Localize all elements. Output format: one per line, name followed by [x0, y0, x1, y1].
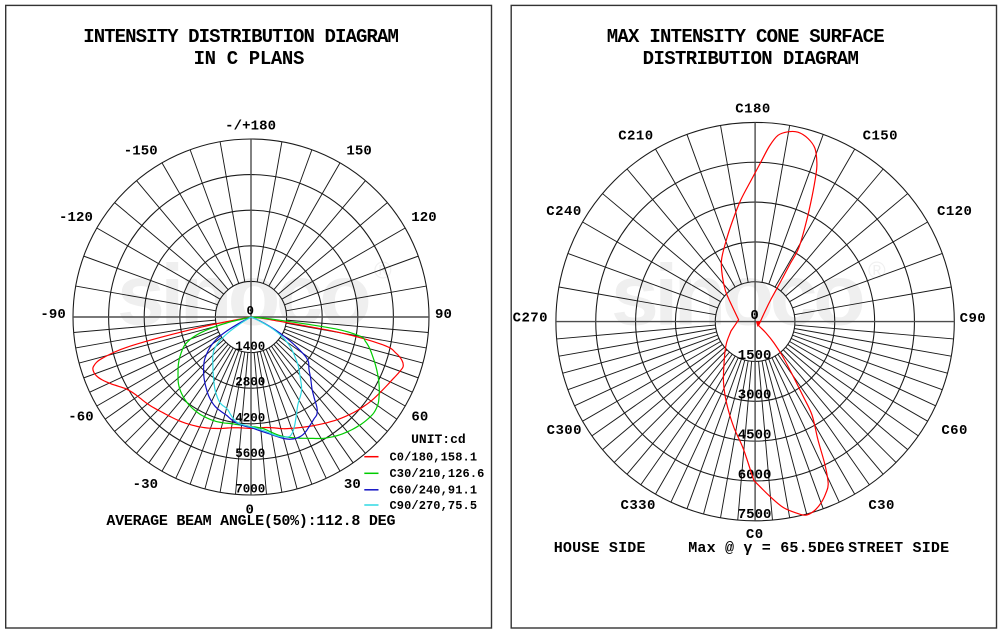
svg-text:STREET SIDE: STREET SIDE: [848, 540, 949, 557]
svg-text:4200: 4200: [235, 411, 265, 425]
svg-text:C0/180,158.1: C0/180,158.1: [390, 451, 478, 465]
svg-text:sinoco: sinoco: [117, 248, 369, 344]
svg-text:30: 30: [344, 477, 361, 493]
svg-text:C90/270,75.5: C90/270,75.5: [390, 499, 478, 513]
svg-text:3000: 3000: [738, 388, 772, 404]
svg-text:5600: 5600: [235, 447, 265, 461]
svg-text:7000: 7000: [235, 483, 265, 497]
svg-text:-150: -150: [124, 144, 158, 160]
svg-text:-90: -90: [40, 307, 66, 323]
svg-text:INTENSITY DISTRIBUTION DIAGRAM: INTENSITY DISTRIBUTION DIAGRAM: [83, 26, 398, 48]
svg-text:C240: C240: [546, 204, 581, 220]
svg-text:C120: C120: [937, 204, 972, 220]
svg-text:0: 0: [245, 502, 254, 518]
svg-text:IN C PLANS: IN C PLANS: [194, 48, 304, 70]
svg-text:7500: 7500: [738, 507, 772, 523]
svg-text:UNIT:cd: UNIT:cd: [411, 432, 466, 447]
svg-text:C60: C60: [941, 423, 968, 439]
svg-text:C210: C210: [618, 129, 653, 145]
svg-text:C30/210,126.6: C30/210,126.6: [390, 467, 485, 481]
svg-text:-120: -120: [59, 210, 93, 226]
svg-text:-/+180: -/+180: [225, 119, 276, 135]
svg-text:Max @ γ = 65.5DEG: Max @ γ = 65.5DEG: [688, 540, 844, 557]
svg-text:0: 0: [750, 308, 758, 324]
svg-text:150: 150: [346, 144, 372, 160]
svg-text:6000: 6000: [738, 467, 772, 483]
svg-text:-60: -60: [68, 410, 94, 426]
svg-text:®: ®: [868, 258, 886, 285]
svg-text:0: 0: [247, 305, 255, 319]
svg-text:4500: 4500: [738, 428, 772, 444]
svg-text:60: 60: [411, 410, 428, 426]
svg-text:2800: 2800: [235, 376, 265, 390]
svg-text:C300: C300: [547, 423, 582, 439]
svg-text:C270: C270: [513, 310, 548, 326]
svg-text:C90: C90: [960, 311, 987, 327]
svg-text:90: 90: [435, 307, 452, 323]
svg-text:AVERAGE BEAM ANGLE(50%):112.8: AVERAGE BEAM ANGLE(50%):112.8 DEG: [106, 513, 395, 530]
svg-text:C150: C150: [863, 129, 898, 145]
svg-text:DISTRIBUTION DIAGRAM: DISTRIBUTION DIAGRAM: [643, 48, 859, 70]
svg-text:C60/240,91.1: C60/240,91.1: [390, 484, 478, 498]
svg-text:C180: C180: [735, 101, 770, 117]
svg-text:C330: C330: [620, 498, 655, 514]
svg-text:C0: C0: [746, 527, 764, 543]
svg-text:HOUSE SIDE: HOUSE SIDE: [554, 540, 646, 557]
svg-text:MAX INTENSITY CONE SURFACE: MAX INTENSITY CONE SURFACE: [607, 26, 885, 48]
svg-text:1400: 1400: [235, 340, 265, 354]
svg-text:-30: -30: [133, 477, 159, 493]
svg-text:1500: 1500: [738, 348, 772, 364]
svg-text:C30: C30: [868, 498, 895, 514]
svg-text:120: 120: [411, 210, 437, 226]
